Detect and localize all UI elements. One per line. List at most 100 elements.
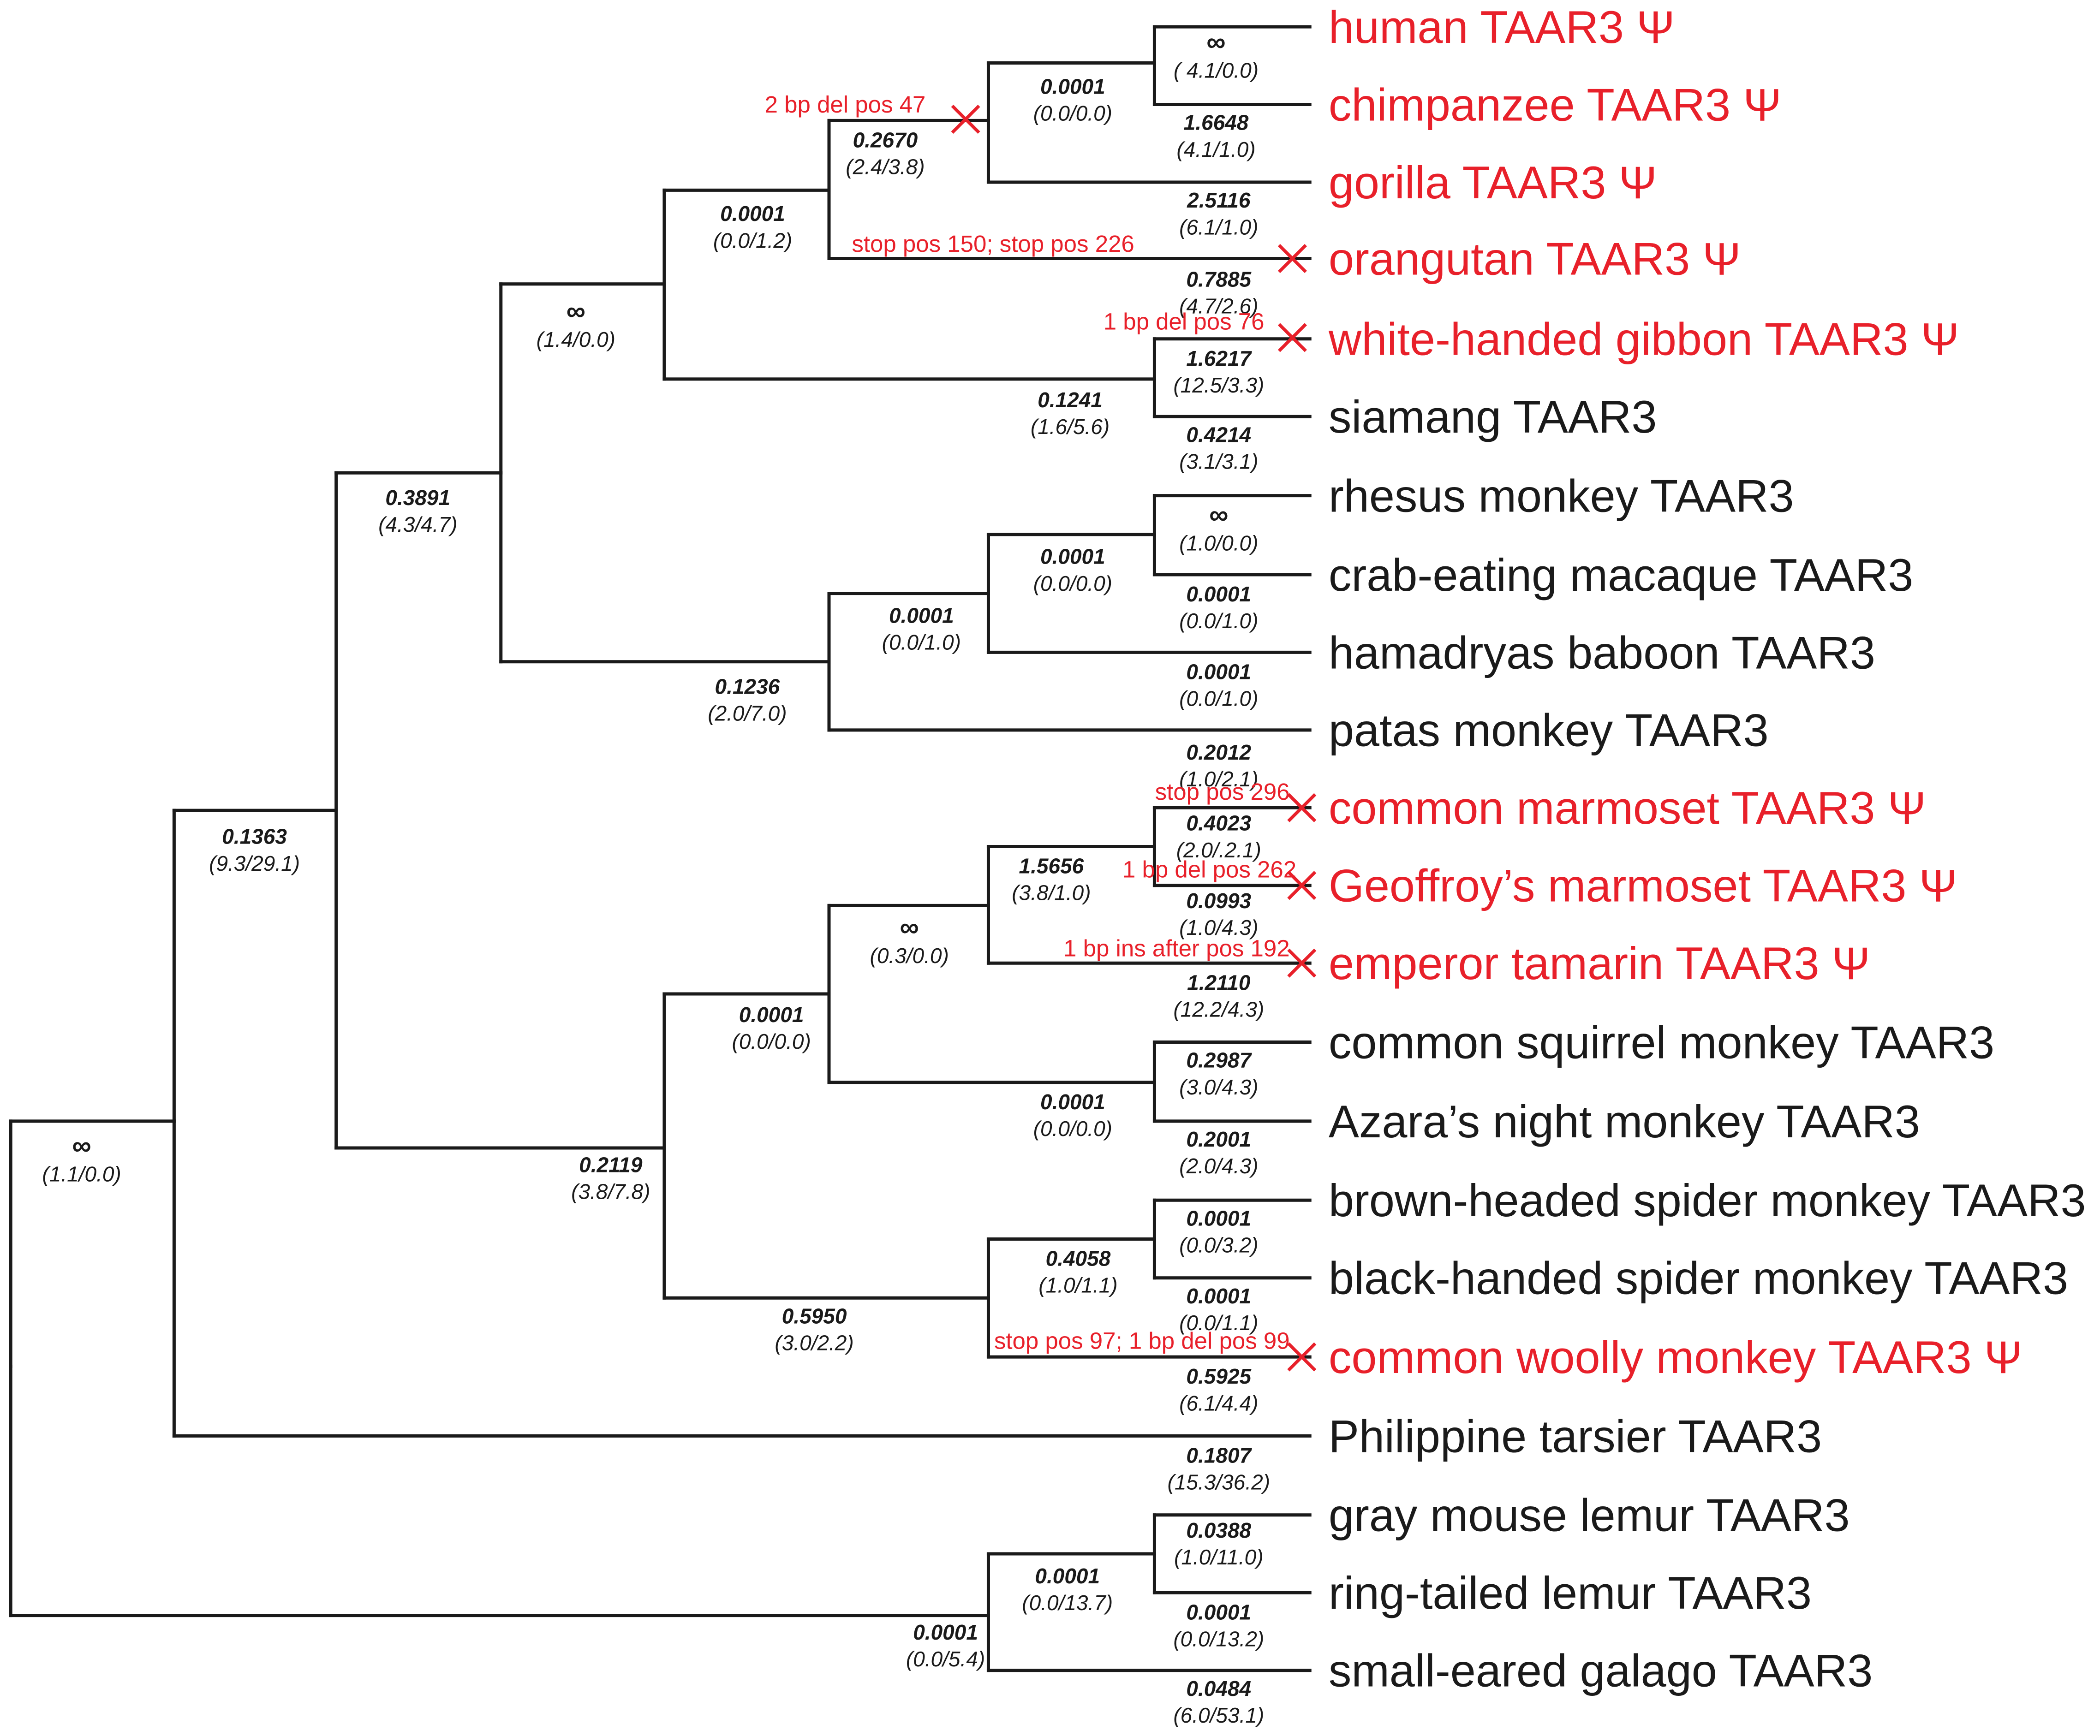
branch-substitution-counts: (3.0/4.3) [1179,1075,1258,1099]
branch-omega-label: ∞ [1209,500,1228,530]
mutation-x-icon [1277,244,1307,273]
branch-omega-label: 0.4058 [1046,1247,1111,1271]
taxon-label: crab-eating macaque TAAR3 [1329,549,1914,600]
branch-omega-label: 0.0001 [1040,545,1105,569]
branch-substitution-counts: (2.4/3.8) [846,155,925,179]
branch-omega-label: ∞ [900,912,919,942]
branch-omega-label: 0.3891 [385,486,450,510]
branch-substitution-counts: (0.0/1.0) [1179,609,1258,633]
branch-substitution-counts: (0.0/5.4) [906,1647,985,1671]
branch-omega-label: 0.0001 [1186,1284,1251,1308]
branch-omega-label: 0.0993 [1186,889,1251,913]
taxon-label: gorilla TAAR3 Ψ [1329,157,1657,208]
taxon-label: gray mouse lemur TAAR3 [1329,1490,1850,1541]
branch-substitution-counts: (0.0/13.2) [1173,1627,1264,1651]
branch-substitution-counts: (6.1/4.4) [1179,1391,1258,1415]
mutation-x-icon [1277,323,1307,352]
branch-substitution-counts: (0.0/1.1) [1179,1311,1258,1335]
branch-substitution-counts: (1.0/0.0) [1179,531,1258,555]
branch-substitution-counts: (2.0/7.0) [708,702,787,725]
branch-omega-label: 0.0484 [1186,1677,1251,1700]
taxon-label: rhesus monkey TAAR3 [1329,470,1794,521]
branch-omega-label: 0.0001 [1186,1600,1251,1624]
branch-omega-label: 0.4023 [1186,811,1251,835]
branch-substitution-counts: ( 4.1/0.0) [1174,58,1259,82]
branch-substitution-counts: (2.0/4.3) [1179,1154,1258,1178]
branch-omega-label: 0.0001 [1040,74,1105,98]
branch-labels: ∞( 4.1/0.0)1.6648(4.1/1.0)0.0001(0.0/0.0… [42,27,1270,1727]
mutation-x-icon [1287,871,1317,900]
taxon-label: common woolly monkey TAAR3 Ψ [1329,1332,2022,1383]
branch-substitution-counts: (0.0/0.0) [1033,101,1112,125]
taxon-label: common squirrel monkey TAAR3 [1329,1017,1994,1068]
branch-omega-label: 0.5950 [782,1304,847,1328]
mutation-x-icon [1287,948,1317,978]
mutation-annotation: 1 bp ins after pos 192 [1063,935,1290,962]
branch-omega-label: 0.0001 [1186,660,1251,684]
branch-omega-label: 0.0001 [1186,1206,1251,1230]
branch-omega-label: 1.5656 [1019,854,1084,878]
branch-omega-label: ∞ [1206,27,1225,57]
branch-omega-label: 0.0001 [739,1003,804,1027]
branch-substitution-counts: (12.5/3.3) [1173,373,1264,397]
branch-substitution-counts: (1.0/11.0) [1174,1545,1263,1569]
branch-substitution-counts: (1.1/0.0) [42,1162,121,1186]
branch-substitution-counts: (4.3/4.7) [378,512,457,536]
branch-substitution-counts: (4.7/2.6) [1179,294,1258,318]
branch-substitution-counts: (0.3/0.0) [870,944,949,968]
branch-omega-label: 0.1807 [1186,1444,1252,1468]
branch-omega-label: 0.1241 [1038,388,1103,412]
branch-substitution-counts: (3.8/1.0) [1012,881,1091,905]
mutation-x-icon [1287,1342,1317,1372]
branch-substitution-counts: (1.6/5.6) [1031,415,1110,439]
branch-substitution-counts: (1.0/1.1) [1038,1273,1117,1297]
branch-substitution-counts: (0.0/1.2) [713,228,792,252]
branch-substitution-counts: (6.1/1.0) [1179,215,1258,239]
branch-substitution-counts: (15.3/36.2) [1168,1470,1270,1494]
mutation-labels: 2 bp del pos 47 stop pos 150; stop pos 22… [765,91,1297,1354]
branch-substitution-counts: (3.0/2.2) [775,1331,853,1355]
taxon-label: patas monkey TAAR3 [1329,705,1769,756]
branch-substitution-counts: (0.0/3.2) [1179,1233,1258,1257]
branch-omega-label: 0.2670 [853,128,918,152]
branch-omega-label: 0.0001 [1040,1090,1105,1114]
branch-omega-label: 1.2110 [1187,970,1251,994]
branch-omega-label: 0.1363 [222,825,287,849]
mutation-annotation: stop pos 296 [1155,779,1290,805]
branch-substitution-counts: (9.3/29.1) [209,851,300,875]
branch-omega-label: 0.2119 [579,1153,643,1177]
taxon-label: orangutan TAAR3 Ψ [1329,233,1741,284]
branch-substitution-counts: (6.0/53.1) [1173,1703,1264,1727]
branch-omega-label: 1.6217 [1186,346,1252,370]
branch-omega-label: 2.5116 [1187,188,1251,212]
branch-omega-label: 1.6648 [1184,111,1249,135]
taxon-label: emperor tamarin TAAR3 Ψ [1329,938,1870,989]
tree-branches [9,25,1312,1672]
taxon-label: chimpanzee TAAR3 Ψ [1329,79,1782,130]
taxon-label: Philippine tarsier TAAR3 [1329,1410,1822,1462]
branch-substitution-counts: (3.1/3.1) [1179,450,1258,474]
taxon-label: human TAAR3 Ψ [1329,1,1675,53]
taxon-label: white-handed gibbon TAAR3 Ψ [1328,314,1959,365]
branch-omega-label: 0.7885 [1186,268,1252,291]
branch-omega-label: 0.0001 [889,604,954,628]
branch-omega-label: ∞ [567,296,585,326]
branch-omega-label: ∞ [72,1131,91,1161]
taxon-label: black-handed spider monkey TAAR3 [1329,1253,2068,1304]
mutation-x-icon [1287,793,1317,822]
taxon-label: ring-tailed lemur TAAR3 [1329,1567,1812,1618]
branch-omega-label: 0.2987 [1186,1048,1252,1072]
mutation-annotation: 2 bp del pos 47 [765,91,926,118]
branch-omega-label: 0.1236 [715,674,780,698]
branch-substitution-counts: (1.4/0.0) [537,327,615,351]
branch-substitution-counts: (1.0/2.1) [1179,767,1258,791]
taxon-label: small-eared galago TAAR3 [1329,1645,1873,1696]
branch-omega-label: 0.0388 [1186,1518,1251,1542]
taxon-label: common marmoset TAAR3 Ψ [1329,782,1926,833]
branch-substitution-counts: (0.0/1.0) [1179,687,1258,711]
mutation-annotation: 1 bp del pos 262 [1122,856,1296,882]
taxon-labels: human TAAR3 Ψ chimpanzee TAAR3 Ψ gorilla T… [1328,1,2086,1696]
mutation-x-icon [951,104,980,134]
branch-substitution-counts: (4.1/1.0) [1176,137,1255,161]
branch-omega-label: 0.0001 [720,202,785,226]
